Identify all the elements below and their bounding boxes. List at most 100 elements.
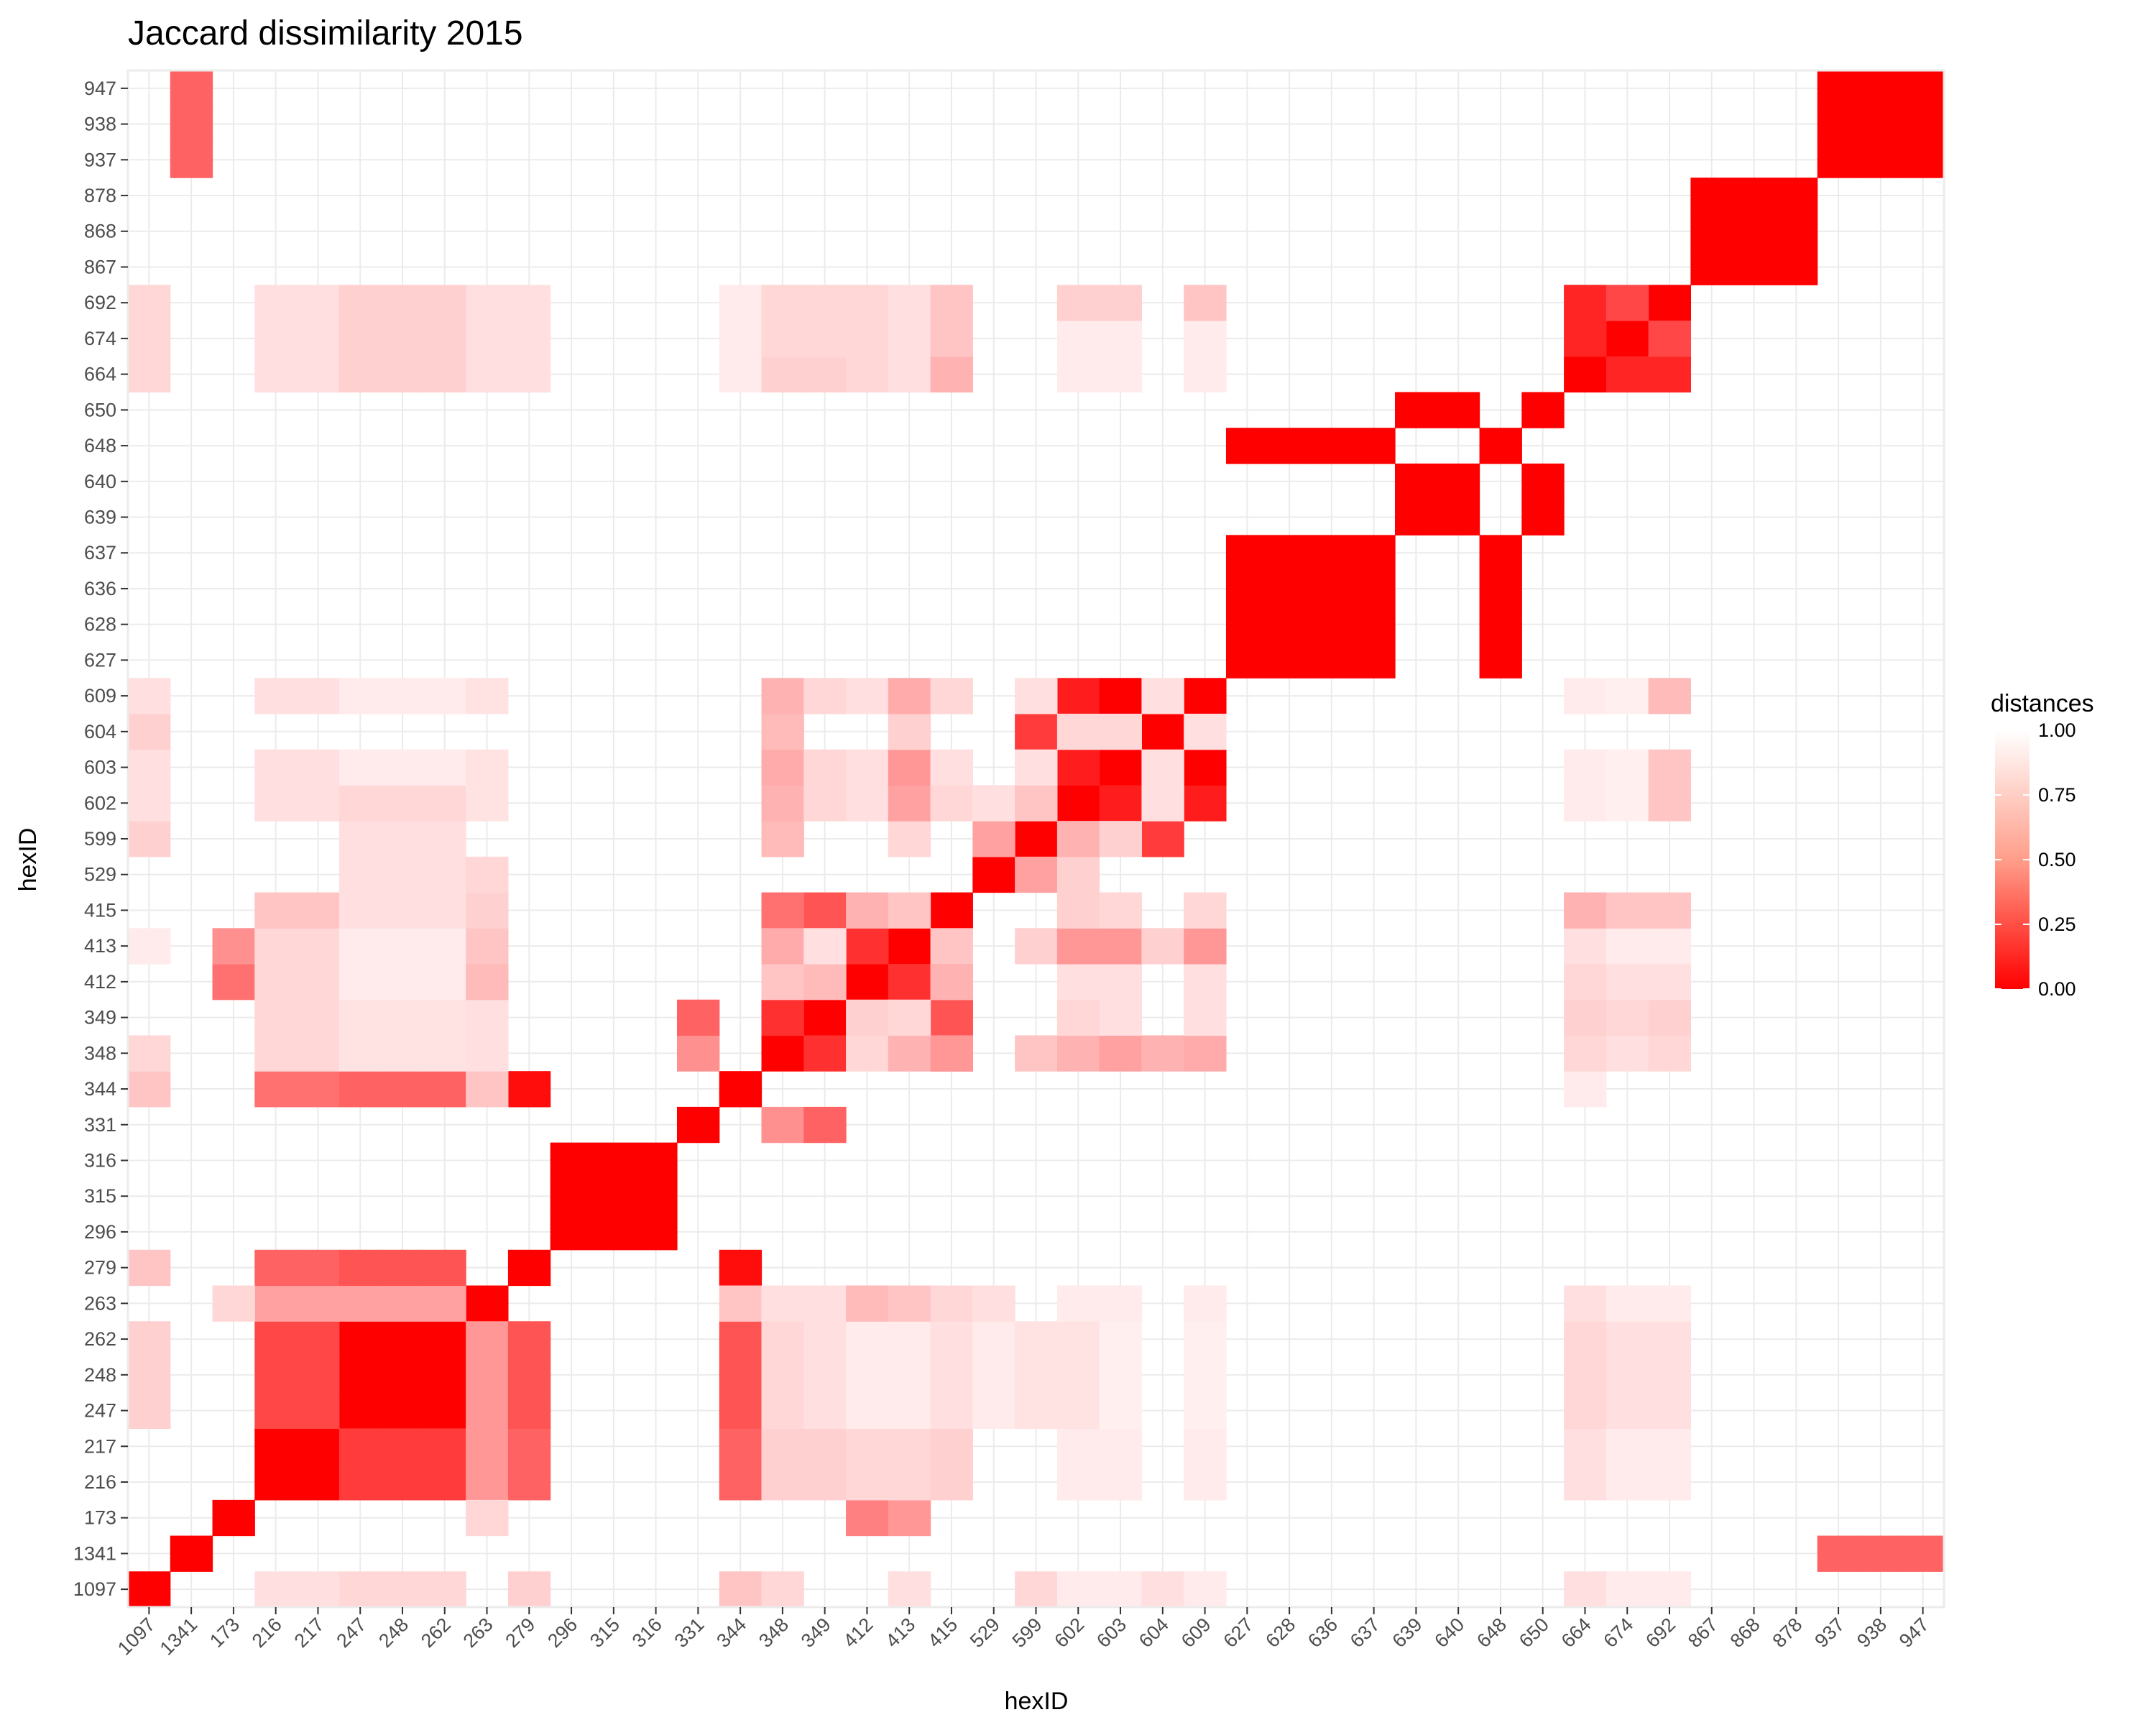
heatmap-cell xyxy=(1225,571,1269,607)
heatmap-cell xyxy=(1564,892,1607,929)
x-tick-label: 602 xyxy=(1050,1614,1088,1652)
heatmap-cell xyxy=(761,713,804,750)
heatmap-cell xyxy=(466,928,509,965)
heatmap-cell xyxy=(1774,213,1818,250)
heatmap-cell xyxy=(338,1356,382,1394)
heatmap-cell xyxy=(1225,606,1269,643)
heatmap-cell xyxy=(254,1249,298,1287)
heatmap-cell xyxy=(338,1035,382,1072)
heatmap-cell xyxy=(1690,249,1733,285)
heatmap-cell xyxy=(846,785,889,822)
chart-title: Jaccard dissimilarity 2015 xyxy=(128,14,523,52)
heatmap-cell xyxy=(1056,1356,1100,1394)
heatmap-cell xyxy=(254,1464,298,1501)
heatmap-cell xyxy=(1056,1035,1100,1072)
heatmap-cell xyxy=(1184,999,1227,1036)
heatmap-cell xyxy=(1817,142,1861,178)
heatmap-cell xyxy=(1015,1035,1058,1072)
heatmap-cell xyxy=(381,1071,424,1108)
x-tick-label: 603 xyxy=(1092,1614,1130,1652)
heatmap-cell xyxy=(1479,642,1522,678)
heatmap-cell xyxy=(1606,1035,1649,1072)
heatmap-cell xyxy=(381,1249,424,1287)
heatmap-cell xyxy=(1521,499,1565,535)
heatmap-cell xyxy=(297,928,340,965)
heatmap-cell xyxy=(338,964,382,1000)
heatmap-cell xyxy=(423,356,466,393)
heatmap-cell xyxy=(1099,1428,1143,1465)
heatmap-cell xyxy=(1774,249,1818,285)
heatmap-cell xyxy=(338,285,382,321)
x-tick-label: 609 xyxy=(1177,1614,1215,1652)
heatmap-cell xyxy=(381,785,424,822)
x-axis-title: hexID xyxy=(1005,1688,1069,1715)
y-tick-label: 348 xyxy=(84,1042,116,1064)
heatmap-cell xyxy=(1099,321,1143,357)
heatmap-cell xyxy=(803,1428,847,1465)
heatmap-cell xyxy=(423,1356,466,1394)
heatmap-cell xyxy=(1268,428,1312,464)
heatmap-cell xyxy=(170,142,213,178)
heatmap-cell xyxy=(1310,642,1353,678)
heatmap-cell xyxy=(1225,428,1269,464)
heatmap-cell xyxy=(803,1035,847,1072)
heatmap-cell xyxy=(1817,70,1861,107)
x-tick-label: 1341 xyxy=(156,1614,202,1660)
heatmap-cell xyxy=(254,928,298,965)
heatmap-cell xyxy=(254,1071,298,1108)
heatmap-cell xyxy=(972,856,1015,893)
heatmap-cell xyxy=(888,999,931,1036)
heatmap-cell xyxy=(719,321,763,357)
y-tick-label: 947 xyxy=(84,78,116,99)
heatmap-cell xyxy=(1606,321,1649,357)
heatmap-cell xyxy=(297,678,340,714)
heatmap-cell xyxy=(297,1571,340,1608)
legend-tick-label: 0.50 xyxy=(2038,849,2076,870)
heatmap-cell xyxy=(466,999,509,1036)
heatmap-cell xyxy=(507,1428,551,1465)
heatmap-cell xyxy=(888,749,931,786)
x-tick-label: 637 xyxy=(1346,1614,1384,1652)
heatmap-cell xyxy=(761,749,804,786)
heatmap-cell xyxy=(635,1178,678,1215)
heatmap-cell xyxy=(930,892,973,929)
heatmap-cell xyxy=(1310,428,1353,464)
heatmap-cell xyxy=(1056,856,1100,893)
heatmap-cell xyxy=(507,1392,551,1429)
heatmap-cell xyxy=(761,999,804,1036)
y-tick-label: 296 xyxy=(84,1221,116,1243)
heatmap-cell xyxy=(297,1285,340,1322)
heatmap-cell xyxy=(846,1321,889,1358)
heatmap-cell xyxy=(930,1464,973,1501)
heatmap-cell xyxy=(1099,785,1143,822)
heatmap-cell xyxy=(254,678,298,714)
heatmap-cell xyxy=(297,1464,340,1501)
heatmap-cell xyxy=(338,1571,382,1608)
heatmap-cell xyxy=(888,321,931,357)
heatmap-cell xyxy=(1099,892,1143,929)
heatmap-cell xyxy=(761,1035,804,1072)
heatmap-cell xyxy=(761,928,804,965)
heatmap-cell xyxy=(1184,1428,1227,1465)
legend-tick-label: 0.25 xyxy=(2038,914,2076,935)
heatmap-cell xyxy=(846,1428,889,1465)
y-axis-title: hexID xyxy=(14,828,42,892)
heatmap-cell xyxy=(1648,1392,1691,1429)
heatmap-cell xyxy=(423,892,466,929)
heatmap-cell xyxy=(1648,1428,1691,1465)
heatmap-cell xyxy=(170,1535,213,1572)
heatmap-cell xyxy=(1606,749,1649,786)
heatmap-cell xyxy=(423,1249,466,1287)
x-tick-label: 296 xyxy=(543,1614,581,1652)
heatmap-cell xyxy=(1268,642,1312,678)
heatmap-cell xyxy=(888,1285,931,1322)
x-tick-label: 217 xyxy=(290,1614,328,1652)
y-tick-label: 316 xyxy=(84,1149,116,1171)
heatmap-cell xyxy=(1099,285,1143,321)
heatmap-cell xyxy=(846,1499,889,1537)
heatmap-cell xyxy=(1606,1571,1649,1608)
heatmap-cell xyxy=(507,321,551,357)
heatmap-cell xyxy=(128,678,171,714)
heatmap-cell xyxy=(635,1142,678,1179)
heatmap-cell xyxy=(846,749,889,786)
